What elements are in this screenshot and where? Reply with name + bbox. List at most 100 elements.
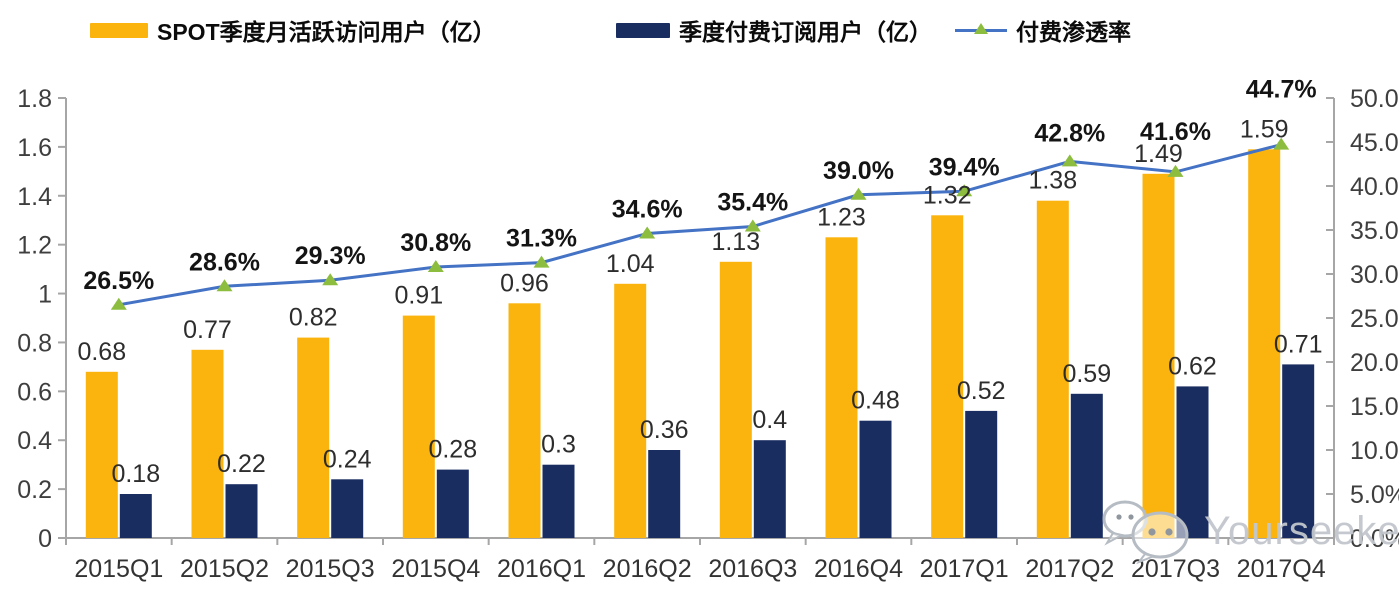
bar-1-2016Q2	[648, 450, 681, 538]
right-axis-tick: 0.0%	[1350, 525, 1399, 553]
value-label: 0.48	[851, 387, 900, 415]
legend-item-subscribers: 季度付费订阅用户（亿）	[616, 16, 932, 45]
category-label-2017Q3: 2017Q3	[1131, 555, 1220, 583]
value-label: 1.13	[711, 228, 760, 256]
triangle-marker-2017Q1	[956, 184, 973, 197]
bar-value-labels-0: 0.68 0.77 0.82 0.91 0.96 1.04 1.13 1.23 1.32 1.38…	[77, 115, 1288, 365]
triangle-marker-2015Q1	[110, 297, 127, 310]
bar-0-2017Q2	[1036, 200, 1069, 538]
left-axis-tick: 0.4	[17, 427, 52, 455]
category-label-2016Q1: 2016Q1	[497, 555, 586, 583]
percent-label: 31.3%	[506, 225, 577, 253]
value-label: 0.4	[752, 406, 787, 434]
category-label-2016Q2: 2016Q2	[603, 555, 692, 583]
category-axis-labels: 2015Q1 2015Q2 2015Q3 2015Q4 2016Q1 2016Q2 2016…	[74, 555, 1325, 583]
category-label-2017Q2: 2017Q2	[1025, 555, 1114, 583]
bar-0-2016Q1	[508, 303, 541, 538]
bar-0-2015Q2	[191, 349, 224, 538]
triangle-marker-2016Q3	[744, 219, 761, 232]
category-label-2017Q4: 2017Q4	[1237, 555, 1326, 583]
bar-0-2015Q1	[85, 371, 118, 538]
bar-1-2017Q1	[965, 410, 998, 538]
line-markers	[110, 137, 1290, 310]
bar-1-2016Q1	[542, 464, 575, 538]
left-axis-tick: 0	[38, 525, 52, 553]
percent-label: 44.7%	[1246, 76, 1317, 104]
bar-0-2016Q4	[825, 237, 858, 539]
bar-0-2016Q2	[614, 283, 647, 538]
bar-1-2015Q1	[119, 494, 152, 538]
category-label-2015Q4: 2015Q4	[391, 555, 480, 583]
value-label: 0.28	[428, 436, 477, 464]
bar-1-2016Q4	[859, 420, 892, 538]
right-axis-tick: 25.0%	[1350, 305, 1399, 333]
triangle-marker-2017Q3	[1167, 164, 1184, 177]
right-axis-tick: 40.0%	[1350, 173, 1399, 201]
bar-1-2016Q3	[753, 440, 786, 538]
triangle-marker-2016Q4	[850, 187, 867, 200]
value-label: 0.59	[1062, 360, 1111, 388]
bar-series-0	[85, 149, 1281, 539]
legend-label-subscribers: 季度付费订阅用户（亿）	[679, 19, 932, 45]
bar-0-2016Q3	[719, 261, 752, 538]
left-axis-tick: 0.2	[17, 476, 52, 504]
bar-0-2017Q1	[931, 215, 964, 539]
penetration-line	[118, 143, 1282, 307]
left-axis-labels: 0 0.2 0.4 0.6 0.8 1 1.2 1.4 1.6 1.8	[17, 85, 52, 553]
legend-label-penetration: 付费渗透率	[1016, 19, 1131, 45]
right-axis-tick: 45.0%	[1350, 129, 1399, 157]
value-label: 0.68	[77, 338, 126, 366]
value-label: 0.18	[111, 460, 160, 488]
value-label: 0.91	[394, 282, 443, 310]
right-axis-tick: 5.0%	[1350, 481, 1399, 509]
value-label: 1.49	[1134, 140, 1183, 168]
category-label-2015Q1: 2015Q1	[74, 555, 163, 583]
triangle-marker-2016Q2	[639, 226, 656, 239]
triangle-marker-2017Q2	[1061, 154, 1078, 167]
bar-1-2015Q4	[436, 469, 469, 538]
value-label: 1.38	[1028, 167, 1077, 195]
left-axis-tick: 0.6	[17, 378, 52, 406]
bar-0-2017Q4	[1248, 149, 1281, 539]
percent-label: 35.4%	[717, 189, 788, 217]
bar-0-2015Q4	[402, 315, 435, 538]
value-label: 0.22	[217, 450, 266, 478]
category-label-2015Q3: 2015Q3	[286, 555, 375, 583]
legend-swatch-1	[616, 22, 670, 38]
percent-label: 29.3%	[295, 242, 366, 270]
bar-1-2017Q3	[1176, 386, 1209, 538]
percent-label: 30.8%	[400, 229, 471, 257]
bar-0-2015Q3	[297, 337, 330, 538]
triangle-marker-2016Q1	[533, 255, 550, 268]
left-axis-tick: 1	[38, 281, 52, 309]
value-label: 0.77	[183, 316, 232, 344]
bar-value-labels-1: 0.18 0.22 0.24 0.28 0.3 0.36 0.4 0.48 0.52 0.59 0.…	[111, 330, 1322, 488]
right-axis-tick: 10.0%	[1350, 437, 1399, 465]
value-label: 1.59	[1240, 115, 1289, 143]
category-label-2015Q2: 2015Q2	[180, 555, 269, 583]
percent-label: 42.8%	[1034, 119, 1105, 147]
value-label: 0.52	[957, 377, 1006, 405]
triangle-marker-2017Q4	[1273, 137, 1290, 150]
percent-label: 41.6%	[1140, 118, 1211, 146]
percent-label: 39.4%	[929, 153, 1000, 181]
right-axis-tick: 30.0%	[1350, 261, 1399, 289]
triangle-marker-2015Q2	[216, 279, 233, 292]
right-axis-labels: 0.0% 5.0% 10.0% 15.0% 20.0% 25.0% 30.0% 35.0% 40…	[1350, 85, 1399, 553]
value-label: 0.96	[500, 269, 549, 297]
legend-triangle-marker-icon	[974, 23, 988, 34]
bar-series-1	[119, 364, 1315, 538]
category-label-2017Q1: 2017Q1	[920, 555, 1009, 583]
value-label: 1.04	[606, 250, 655, 278]
bar-1-2017Q2	[1070, 393, 1103, 538]
legend-swatch-0	[90, 22, 148, 38]
bar-1-2017Q4	[1282, 364, 1315, 538]
right-axis-tick: 20.0%	[1350, 349, 1399, 377]
percent-label: 39.0%	[823, 157, 894, 185]
percent-label: 34.6%	[612, 196, 683, 224]
legend-label-mau: SPOT季度月活跃访问用户（亿）	[157, 19, 496, 45]
value-label: 1.23	[817, 203, 866, 231]
value-label: 0.82	[289, 304, 338, 332]
left-axis-tick: 1.8	[17, 85, 52, 113]
